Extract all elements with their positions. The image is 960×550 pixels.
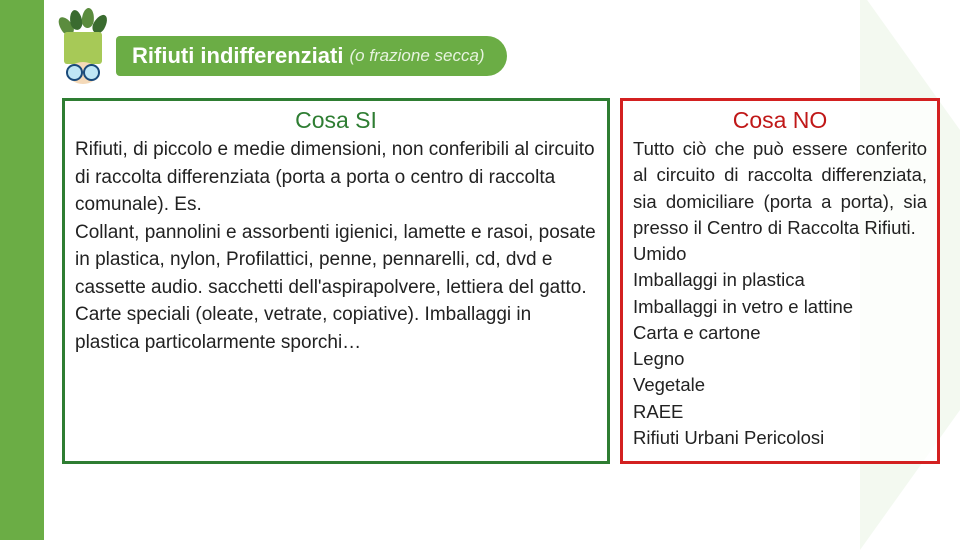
title-sub: (o frazione secca) [349, 46, 484, 66]
body-cosa-si: Rifiuti, di piccolo e medie dimensioni, … [75, 136, 597, 356]
box-cosa-no: Cosa NO Tutto ciò che può essere conferi… [620, 98, 940, 464]
mascot-logo [52, 6, 114, 76]
box-cosa-si: Cosa SI Rifiuti, di piccolo e medie dime… [62, 98, 610, 464]
body-cosa-no: Tutto ciò che può essere conferito al ci… [633, 136, 927, 451]
boxes-row: Cosa SI Rifiuti, di piccolo e medie dime… [62, 98, 940, 464]
heading-cosa-si: Cosa SI [75, 107, 597, 134]
title-pill: Rifiuti indifferenziati (o frazione secc… [116, 36, 507, 76]
left-stripe [0, 0, 44, 540]
title-main: Rifiuti indifferenziati [132, 43, 343, 69]
heading-cosa-no: Cosa NO [633, 107, 927, 134]
